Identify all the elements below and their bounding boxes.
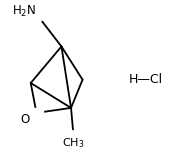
Polygon shape bbox=[30, 108, 43, 118]
Text: H—Cl: H—Cl bbox=[129, 73, 163, 86]
Text: H$_2$N: H$_2$N bbox=[12, 4, 36, 19]
Polygon shape bbox=[19, 115, 31, 124]
Text: CH$_3$: CH$_3$ bbox=[62, 136, 84, 150]
Text: O: O bbox=[20, 113, 30, 126]
